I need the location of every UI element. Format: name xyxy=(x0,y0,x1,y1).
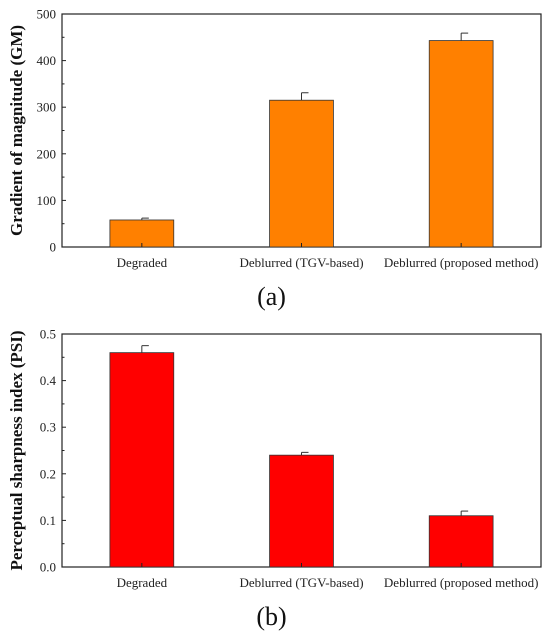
y-tick-label: 0 xyxy=(50,240,57,255)
y-tick-label: 0.5 xyxy=(40,327,56,342)
bar-group xyxy=(109,40,494,248)
bar-3 xyxy=(428,40,494,248)
y-axis: 0.0 0.1 0.2 0.3 0.4 0.5 xyxy=(40,327,66,575)
chart-gradient-of-magnitude: 0 100 200 300 400 500 Degraded Deblurred (TGV-… xyxy=(7,7,542,311)
x-axis: Degraded Deblurred (TGV-based) Deblurred (… xyxy=(117,243,539,270)
y-tick-label: 0.0 xyxy=(40,560,56,575)
bar-1 xyxy=(109,219,175,248)
bar-2 xyxy=(269,99,334,248)
chart-perceptual-sharpness-index: 0.0 0.1 0.2 0.3 0.4 0.5 Degraded Deblurred (TG… xyxy=(7,327,542,631)
y-tick-label: 500 xyxy=(37,7,57,22)
y-tick-label: 0.2 xyxy=(40,466,56,481)
x-tick-label: Degraded xyxy=(117,255,168,270)
x-axis: Degraded Deblurred (TGV-based) Deblurred (… xyxy=(117,563,539,590)
panel-label-a: (a) xyxy=(257,282,286,311)
panel-label-b: (b) xyxy=(256,602,286,631)
error-bar-group xyxy=(141,345,469,516)
x-tick-label: Deblurred (proposed method) xyxy=(384,255,539,270)
y-axis: 0 100 200 300 400 500 xyxy=(37,7,66,255)
y-tick-label: 200 xyxy=(37,146,57,161)
bar-3 xyxy=(428,515,494,568)
bar-1 xyxy=(109,352,175,568)
error-bar-group xyxy=(141,32,469,220)
y-axis-title: Gradient of magnitude (GM) xyxy=(7,25,26,236)
x-tick-label: Deblurred (TGV-based) xyxy=(239,575,363,590)
x-tick-label: Degraded xyxy=(117,575,168,590)
y-tick-label: 0.4 xyxy=(40,373,57,388)
x-tick-label: Deblurred (TGV-based) xyxy=(239,255,363,270)
y-axis-title: Perceptual sharpness index (PSI) xyxy=(7,330,26,570)
x-tick-label: Deblurred (proposed method) xyxy=(384,575,539,590)
y-tick-label: 0.3 xyxy=(40,420,56,435)
bar-group xyxy=(109,352,494,568)
bar-2 xyxy=(269,454,334,568)
y-tick-label: 100 xyxy=(37,193,57,208)
y-tick-label: 300 xyxy=(37,100,57,115)
y-tick-label: 400 xyxy=(37,53,57,68)
y-tick-label: 0.1 xyxy=(40,513,56,528)
